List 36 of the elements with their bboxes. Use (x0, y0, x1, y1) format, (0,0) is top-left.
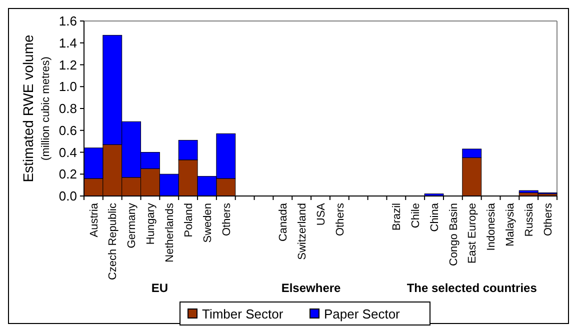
y-tick-label: 1.2 (58, 57, 77, 72)
x-tick-label: Sweden (202, 203, 214, 243)
x-tick-label: Congo Basin (448, 203, 460, 266)
text: EU (151, 281, 168, 295)
x-tick-label: Poland (182, 203, 195, 238)
x-tick-label: Hungary (145, 202, 158, 245)
y-tick-label: 1.4 (58, 35, 77, 50)
y-tick-label: 0.0 (58, 188, 77, 204)
x-tick-label: Austria (88, 202, 100, 238)
x-tick-label: Canada (278, 202, 290, 242)
y-tick-label: 1.6 (58, 14, 77, 29)
x-tick-label: Netherlands (164, 202, 176, 262)
x-tick-label: Germany (126, 202, 138, 248)
x-tick-label: East Europe (466, 203, 479, 264)
x-tick-label: Others (334, 202, 346, 236)
x-tick-label: China (428, 202, 441, 232)
text: Elsewhere (281, 281, 342, 295)
x-tick-label: Switzerland (296, 203, 308, 260)
y-tick-label: 1.0 (58, 79, 77, 94)
y-tick-label: 0.2 (58, 166, 77, 182)
x-tick-label: Others (220, 202, 233, 236)
x-tick-label: Others (542, 202, 554, 236)
y-tick-label: 0.6 (58, 122, 77, 138)
legend-label: Timber Sector (202, 306, 284, 322)
text: The selected countries (406, 281, 538, 295)
legend-label: Paper Sector (324, 306, 401, 322)
x-tick-label: Czech Republic (107, 202, 120, 280)
x-tick-label: Indonesia (486, 202, 498, 251)
x-tick-label: Brazil (391, 203, 404, 231)
y-tick-label: 0.8 (58, 101, 77, 116)
x-tick-label: Chile (410, 203, 422, 228)
y-axis-title: Estimated RWE volume (million cubic metres) (20, 34, 52, 182)
x-tick-label: Malaysia (504, 202, 517, 246)
x-tick-label: Russia (523, 202, 536, 237)
x-tick-label: USA (315, 202, 328, 226)
y-tick-label: 0.4 (58, 144, 77, 160)
